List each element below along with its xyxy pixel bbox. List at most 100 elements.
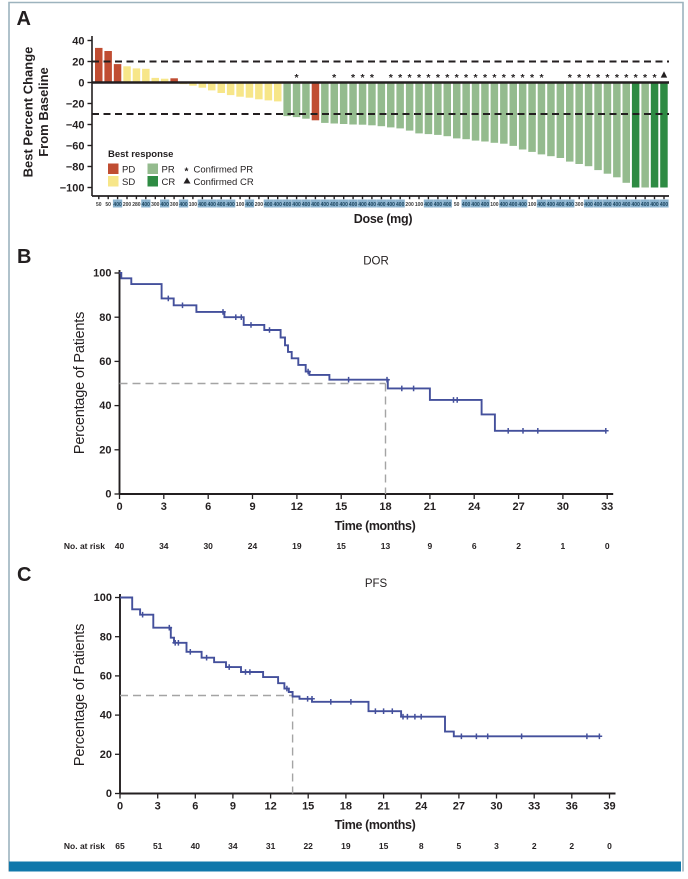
svg-text:200: 200 <box>405 202 414 208</box>
svg-text:SD: SD <box>122 177 135 188</box>
svg-text:24: 24 <box>468 501 481 513</box>
svg-text:*: * <box>511 72 516 84</box>
svg-text:Best response: Best response <box>108 149 173 160</box>
svg-text:9: 9 <box>249 501 255 513</box>
svg-text:B: B <box>17 246 31 268</box>
svg-text:*: * <box>360 72 365 84</box>
svg-text:0: 0 <box>105 489 111 501</box>
svg-text:50: 50 <box>454 202 460 208</box>
svg-text:20: 20 <box>100 749 112 761</box>
svg-text:C: C <box>17 564 31 586</box>
svg-text:8: 8 <box>419 841 424 851</box>
svg-text:400: 400 <box>264 202 273 208</box>
svg-text:400: 400 <box>245 202 254 208</box>
svg-text:CR: CR <box>162 177 176 188</box>
svg-text:50: 50 <box>96 202 102 208</box>
svg-text:A: A <box>17 8 31 30</box>
svg-text:400: 400 <box>330 202 339 208</box>
svg-text:−40: −40 <box>66 119 85 131</box>
svg-text:*: * <box>615 72 620 84</box>
svg-text:*: * <box>426 72 431 84</box>
svg-text:6: 6 <box>192 801 198 813</box>
svg-text:0: 0 <box>106 788 112 800</box>
svg-text:*: * <box>539 72 544 84</box>
svg-text:400: 400 <box>208 202 217 208</box>
svg-text:From Baseline: From Baseline <box>36 67 51 157</box>
svg-text:30: 30 <box>490 801 502 813</box>
svg-text:*: * <box>483 72 488 84</box>
svg-text:*: * <box>605 72 610 84</box>
svg-text:9: 9 <box>428 541 433 551</box>
svg-text:15: 15 <box>379 841 389 851</box>
svg-text:400: 400 <box>161 202 170 208</box>
svg-text:65: 65 <box>115 841 125 851</box>
svg-text:33: 33 <box>528 801 540 813</box>
svg-text:400: 400 <box>650 202 659 208</box>
svg-text:−20: −20 <box>66 98 85 110</box>
svg-text:PFS: PFS <box>365 578 388 590</box>
svg-text:21: 21 <box>377 801 389 813</box>
svg-text:300: 300 <box>575 202 584 208</box>
svg-text:*: * <box>398 72 403 84</box>
svg-text:*: * <box>436 72 441 84</box>
svg-text:27: 27 <box>453 801 465 813</box>
svg-text:*: * <box>295 72 300 84</box>
svg-text:400: 400 <box>274 202 283 208</box>
svg-text:*: * <box>455 72 460 84</box>
svg-text:400: 400 <box>377 202 386 208</box>
svg-text:36: 36 <box>566 801 578 813</box>
svg-text:60: 60 <box>99 356 111 368</box>
svg-text:80: 80 <box>100 631 112 643</box>
svg-text:400: 400 <box>113 202 122 208</box>
svg-text:*: * <box>445 72 450 84</box>
svg-text:51: 51 <box>153 841 163 851</box>
svg-text:*: * <box>596 72 601 84</box>
svg-text:100: 100 <box>490 202 499 208</box>
svg-text:0: 0 <box>605 541 610 551</box>
svg-text:−80: −80 <box>66 161 85 173</box>
svg-text:100: 100 <box>189 202 198 208</box>
svg-text:400: 400 <box>226 202 235 208</box>
svg-text:400: 400 <box>358 202 367 208</box>
svg-text:3: 3 <box>494 841 499 851</box>
svg-text:400: 400 <box>349 202 358 208</box>
svg-text:*: * <box>370 72 375 84</box>
svg-text:33: 33 <box>601 501 613 513</box>
svg-text:−60: −60 <box>66 140 85 152</box>
svg-text:400: 400 <box>547 202 556 208</box>
svg-text:2: 2 <box>569 841 574 851</box>
svg-text:400: 400 <box>311 202 320 208</box>
svg-text:Dose (mg): Dose (mg) <box>354 212 413 226</box>
svg-text:*: * <box>408 72 413 84</box>
svg-text:12: 12 <box>291 501 303 513</box>
svg-text:400: 400 <box>518 202 527 208</box>
svg-text:200: 200 <box>255 202 264 208</box>
svg-text:400: 400 <box>283 202 292 208</box>
svg-text:100: 100 <box>415 202 424 208</box>
svg-text:PR: PR <box>162 164 175 175</box>
svg-text:*: * <box>587 72 592 84</box>
svg-text:2: 2 <box>516 541 521 551</box>
svg-text:2: 2 <box>532 841 537 851</box>
svg-text:39: 39 <box>603 801 615 813</box>
svg-text:40: 40 <box>72 35 84 47</box>
svg-text:400: 400 <box>622 202 631 208</box>
svg-text:0: 0 <box>78 77 84 89</box>
svg-text:3: 3 <box>161 501 167 513</box>
svg-text:PD: PD <box>122 164 135 175</box>
svg-text:*: * <box>351 72 356 84</box>
svg-text:400: 400 <box>462 202 471 208</box>
svg-text:400: 400 <box>594 202 603 208</box>
svg-text:400: 400 <box>509 202 518 208</box>
svg-text:20: 20 <box>72 56 84 68</box>
svg-text:*: * <box>521 72 526 84</box>
svg-text:Time (months): Time (months) <box>335 519 416 533</box>
svg-text:15: 15 <box>302 801 314 813</box>
svg-text:20: 20 <box>99 444 111 456</box>
svg-text:34: 34 <box>228 841 238 851</box>
svg-text:24: 24 <box>248 541 258 551</box>
svg-text:15: 15 <box>336 541 346 551</box>
svg-text:200: 200 <box>123 202 132 208</box>
svg-text:400: 400 <box>217 202 226 208</box>
svg-text:*: * <box>577 72 582 84</box>
